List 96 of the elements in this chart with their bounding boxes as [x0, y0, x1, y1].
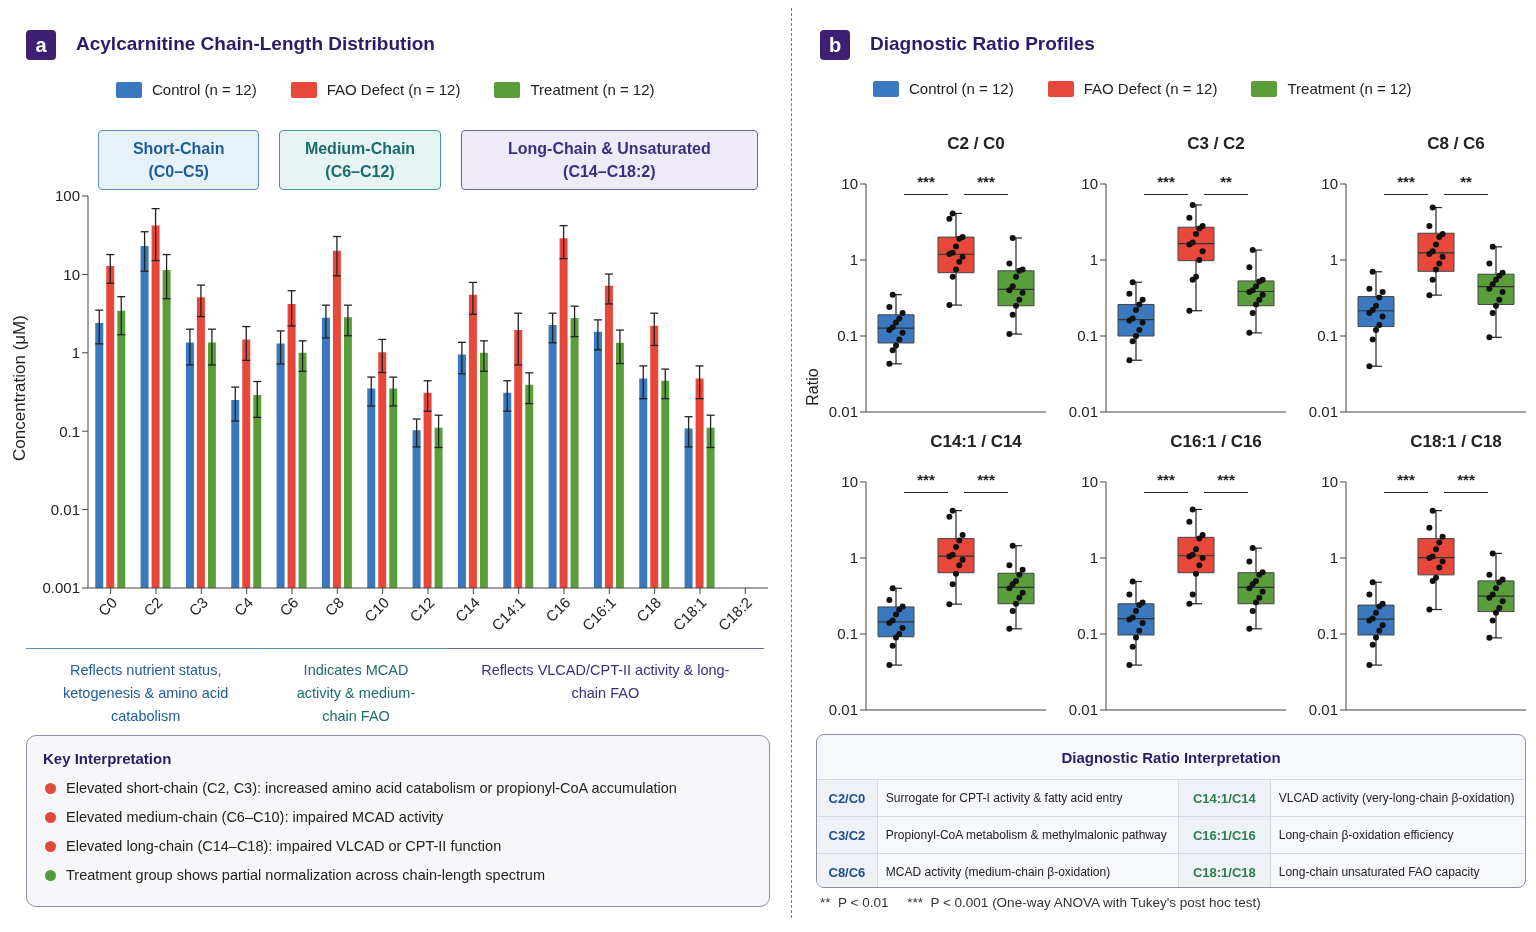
y-tick-label: 0.001 [42, 579, 80, 597]
text: Diagnostic Ratio Interpretation [817, 735, 1525, 780]
text: Diagnostic Ratio Profiles [870, 33, 1095, 55]
chart-title: Acylcarnitine Chain-Length Distribution [76, 33, 435, 55]
text: a [26, 30, 56, 60]
y-tick-label: 0.1 [837, 327, 858, 345]
text: C18:1/C18 [1177, 854, 1270, 890]
y-tick-label: 0.1 [1317, 625, 1338, 643]
text: Surrogate for CPT-I activity & fatty acid entry [876, 780, 1178, 816]
text: Long-Chain & Unsaturated (C14–C18:2) [460, 130, 758, 190]
y-tick-label: 0.1 [837, 625, 858, 643]
annotation: *** [1156, 173, 1176, 190]
text: Medium-Chain (C6–C12) [279, 130, 441, 190]
legend-label: Treatment (n = 12) [1287, 80, 1412, 97]
y-tick-label: 0.01 [1068, 403, 1098, 421]
chart-title: C8 / C6 [1426, 134, 1486, 154]
annotation: *** [976, 173, 996, 190]
chart-title: C3 / C2 [1186, 134, 1246, 154]
legend-label: FAO Defect (n = 12) [326, 81, 461, 98]
y-tick-label: 1 [1089, 251, 1098, 269]
annotation: *** [1396, 471, 1416, 488]
text: Indicates MCAD activity & medium-chain FAO [265, 648, 447, 728]
y-tick-label: 0.01 [1308, 701, 1338, 719]
x-tick-label: C4 [230, 593, 257, 620]
y-tick-label: 10 [1321, 175, 1338, 193]
y-tick-label: 0.1 [1077, 625, 1098, 643]
legend-label: Control (n = 12) [152, 81, 257, 98]
text: Reflects nutrient status, ketogenesis & amino acid catabolism [26, 648, 266, 728]
text: Key Interpretation [43, 750, 172, 767]
x-tick-label: C0 [94, 593, 121, 620]
text: Long-chain unsaturated FAO capacity [1269, 854, 1525, 890]
y-tick-label: 1 [849, 549, 858, 567]
annotation: *** [1216, 471, 1236, 488]
text: Reflects VLCAD/CPT-II activity & long-chain FAO [446, 648, 764, 705]
y-tick-label: 10 [1081, 175, 1098, 193]
chart-title: C14:1 / C14 [929, 432, 1023, 452]
text: Long-chain β-oxidation efficiency [1269, 817, 1525, 853]
text: C16:1/C16 [1177, 817, 1270, 853]
text: C14:1/C14 [1177, 780, 1270, 816]
annotation: *** [1456, 471, 1476, 488]
y-tick-label: 1 [849, 251, 858, 269]
y-tick-label: 0.1 [1317, 327, 1338, 345]
legend-label: Control (n = 12) [909, 80, 1014, 97]
x-tick-label: C16 [542, 593, 574, 626]
text: Elevated medium-chain (C6–C10): impaired MCAD activity [66, 809, 444, 825]
annotation: ** [1459, 173, 1473, 190]
text: b [820, 30, 850, 60]
x-tick-label: C8 [321, 593, 347, 620]
y-tick-label: 1 [1089, 549, 1098, 567]
annotation: *** [1396, 173, 1416, 190]
y-tick-label: 100 [54, 187, 80, 205]
text: Elevated short-chain (C2, C3): increased amino acid catabolism or propionyl-CoA accumulation [66, 780, 677, 796]
text: Elevated long-chain (C14–C18): impaired VLCAD or CPT-II function [66, 838, 502, 854]
text: C8/C6 [817, 854, 877, 890]
annotation: *** [1156, 471, 1176, 488]
text: C2/C0 [817, 780, 877, 816]
y-tick-label: 10 [1081, 473, 1098, 491]
legend-label: Treatment (n = 12) [530, 81, 655, 98]
chart-title: C2 / C0 [946, 134, 1006, 154]
y-tick-label: 1 [1329, 251, 1338, 269]
y-tick-label: 0.01 [1308, 403, 1338, 421]
y-tick-label: 0.1 [1077, 327, 1098, 345]
annotation: *** [916, 471, 936, 488]
text: Propionyl-CoA metabolism & methylmalonic pathway [876, 817, 1178, 853]
x-tick-label: C6 [276, 593, 302, 620]
x-tick-label: C2 [140, 593, 166, 620]
x-tick-label: C12 [406, 593, 438, 626]
y-axis-title: Ratio [803, 368, 822, 406]
x-tick-label: C14 [451, 593, 483, 626]
chart-title: C16:1 / C16 [1169, 432, 1263, 452]
y-tick-label: 10 [841, 473, 858, 491]
annotation: *** [976, 471, 996, 488]
y-tick-label: 0.1 [59, 422, 80, 440]
annotation: *** [916, 173, 936, 190]
y-tick-label: 0.01 [828, 403, 858, 421]
y-tick-label: 10 [841, 175, 858, 193]
text: Treatment group shows partial normalization across chain-length spectrum [66, 867, 545, 883]
y-tick-label: 0.01 [50, 500, 80, 518]
legend-label: FAO Defect (n = 12) [1083, 80, 1218, 97]
y-axis-title: Concentration (μM) [10, 315, 30, 461]
text: C3/C2 [817, 817, 877, 853]
text: MCAD activity (medium-chain β-oxidation) [876, 854, 1178, 890]
annotation: ** [1219, 173, 1233, 190]
y-tick-label: 1 [1329, 549, 1338, 567]
x-tick-label: C18 [632, 593, 665, 626]
x-tick-label: C10 [360, 593, 393, 626]
text: Short-Chain (C0–C5) [98, 130, 260, 190]
y-tick-label: 1 [71, 344, 80, 362]
x-tick-label: C3 [185, 593, 211, 620]
y-tick-label: 0.01 [1068, 701, 1098, 719]
y-tick-label: 0.01 [828, 701, 858, 719]
y-tick-label: 10 [1321, 473, 1338, 491]
text: ** P < 0.01 *** P < 0.001 (One-way ANOVA with Tukey's post hoc test) [820, 894, 1261, 912]
y-tick-label: 10 [63, 265, 80, 283]
chart-title: C18:1 / C18 [1409, 432, 1503, 452]
text: VLCAD activity (very-long-chain β-oxidation) [1269, 780, 1525, 816]
